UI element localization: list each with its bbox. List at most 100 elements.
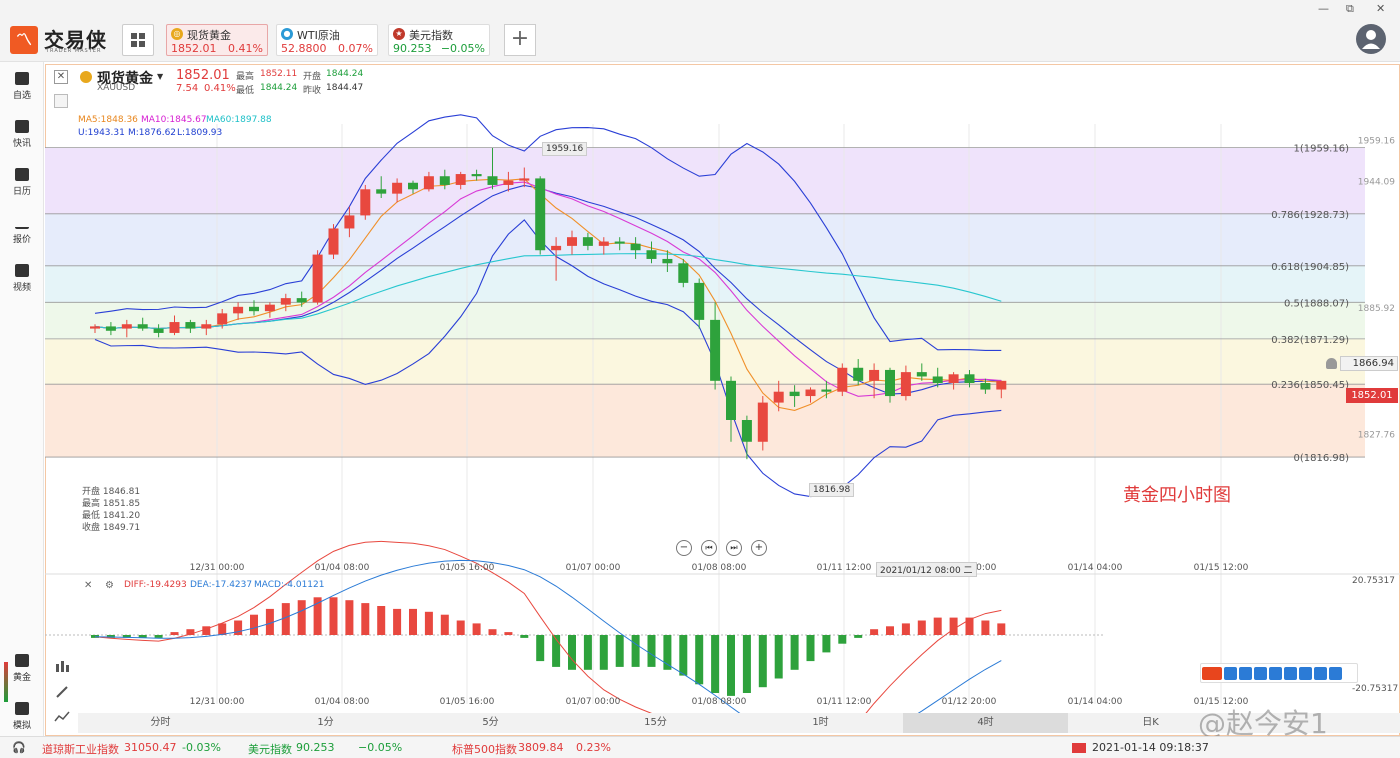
sidebar-item-watchlist[interactable]: 自选 [0,72,44,101]
gold-symbol-icon [80,71,92,83]
tab-5min[interactable]: 5分 [482,717,499,728]
add-tab-button[interactable]: + [504,24,536,56]
prev-value: 1844.47 [326,83,364,93]
macd-bar [154,635,163,638]
sidebar-item-news[interactable]: 快讯 [0,120,44,149]
zoom-out-button[interactable]: − [676,540,692,556]
candle-body [710,319,721,381]
macd-bar [265,608,274,635]
candle-body [869,369,880,381]
candle-body [344,215,355,229]
candle-body [249,306,259,312]
macd-bar [218,623,227,635]
grid-layout-button[interactable] [122,24,154,56]
symbol-name[interactable]: 现货黄金 [97,71,153,87]
y-tick-label: 1885.92 [1358,304,1395,314]
macd-bar [599,635,608,670]
macd-bar [106,635,115,638]
macd-bar [91,635,99,638]
boll-l-label: L:1809.93 [177,128,223,138]
tab-gold[interactable]: ◎ 现货黄金 1852.01 0.41% [166,24,268,56]
line-chart-icon[interactable] [54,710,70,724]
candle-body [630,243,641,251]
macd-settings-button[interactable]: ⚙ [105,580,114,591]
ma5-line [94,178,1002,411]
high-marker: 1959.16 [542,142,588,156]
candle-body [423,176,434,190]
sidebar: 自选 快讯 日历 报价 视频 黄金 模拟 [0,62,44,736]
x-tick-label: 01/05 16:00 [440,563,495,573]
close-chart-button[interactable]: ✕ [54,70,68,84]
candle-body [455,174,466,185]
macd-bar [711,635,720,693]
boll-upper [94,114,1002,352]
symbol-dropdown-icon[interactable]: ▼ [157,72,164,81]
candle-body [360,189,371,216]
candle-body [885,369,895,397]
tab-timeshare[interactable]: 分时 [150,717,171,728]
candle-body [726,380,736,420]
candle-body [964,374,975,383]
gold-icon: ◎ [171,28,183,40]
oil-icon: ● [281,28,293,40]
ime-toolbar[interactable] [1200,663,1358,683]
zoom-in-button[interactable]: + [751,540,767,556]
alert-price-label[interactable]: 1866.94 [1340,356,1398,371]
app-logo-icon: 〽 [10,26,38,54]
wallet-icon [15,702,29,715]
dow-pct: -0.03% [182,741,221,754]
tab-daily[interactable]: 日K [1142,717,1159,728]
candle-body [567,237,577,246]
candle-body [392,182,403,194]
sidebar-item-calendar[interactable]: 日历 [0,168,44,197]
candle-body [153,328,164,333]
macd-bar [393,608,402,635]
x-tick-label: 12/31 00:00 [190,697,245,707]
app-name: 交易侠 [44,28,107,52]
sogou-icon [1202,667,1222,680]
tab-1min[interactable]: 1分 [317,717,334,728]
chart-svg[interactable]: 1(1959.16) 0.786(1928.73) 0.618(1904.85) 0.… [45,64,1400,713]
tab-usd-index[interactable]: ★ 美元指数 90.253 −0.05% [388,24,490,56]
tab-wti[interactable]: ● WTI原油 52.8800 0.07% [276,24,378,56]
maximize-button[interactable]: ⧉ [1346,2,1354,15]
close-button[interactable]: ✕ [1376,2,1386,15]
dow-value: 31050.47 [124,741,177,754]
minimize-button[interactable]: — [1318,2,1329,15]
fib-label: 0.5(1888.07) [1284,298,1349,309]
draw-tool-button[interactable] [54,94,68,108]
macd-bar [917,620,926,635]
scroll-right-button[interactable]: ⏭ [726,540,742,556]
macd-bar [138,635,147,638]
sidebar-label: 模拟 [12,721,31,731]
tab-wti-name: WTI原油 [297,29,340,42]
tab-usd-price: 90.253 [393,42,432,55]
macd-bar [552,635,561,667]
tab-15min[interactable]: 15分 [644,717,667,728]
candle-body [169,322,180,333]
macd-bar [202,626,211,635]
scroll-left-button[interactable]: ⏮ [701,540,717,556]
close-macd-button[interactable]: ✕ [84,580,92,591]
sidebar-item-quote[interactable]: 报价 [0,216,44,245]
macd-bar [886,626,894,635]
user-avatar[interactable] [1356,24,1386,54]
candle-body [996,380,1007,390]
sidebar-item-gold[interactable]: 黄金 [0,654,44,683]
macd-bar [250,614,258,635]
tab-1hour[interactable]: 1时 [812,717,829,728]
usd-value: 90.253 [296,741,335,754]
candle-body [328,228,339,255]
pencil-icon[interactable] [54,685,70,699]
headset-icon[interactable]: 🎧 [12,741,26,754]
indicator-bars-icon[interactable] [54,660,70,674]
candle-body [296,298,307,303]
macd-bar [870,629,879,635]
sidebar-item-simulate[interactable]: 模拟 [0,702,44,731]
bell-icon[interactable] [1326,358,1337,369]
tab-4hour[interactable]: 4时 [903,713,1068,733]
sidebar-item-video[interactable]: 视频 [0,264,44,293]
candle-body [185,322,196,329]
macd-bar [901,623,910,635]
low-value: 1844.24 [260,83,298,93]
